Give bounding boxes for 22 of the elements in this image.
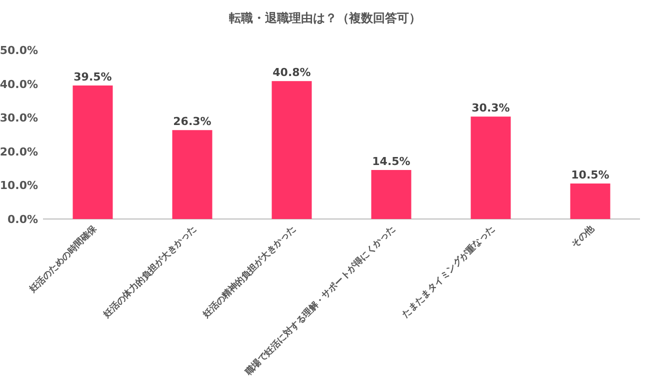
bar: [470, 116, 511, 219]
x-tick-label: たまたまタイミングが重なった: [400, 223, 497, 320]
chart-title: 転職・退職理由は？（複数回答可）: [229, 11, 421, 25]
x-tick-label: 妊活の体力的負担が大きかった: [100, 223, 198, 321]
data-label: 26.3%: [173, 115, 212, 128]
data-label: 39.5%: [74, 70, 112, 84]
bar: [272, 81, 312, 219]
bar: [172, 130, 212, 219]
bar: [371, 170, 412, 219]
bar: [72, 85, 113, 219]
data-label: 14.5%: [372, 154, 410, 168]
y-tick-label: 10.0%: [0, 179, 38, 192]
y-tick-label: 30.0%: [0, 112, 38, 125]
x-tick-label: 妊活の精神的負担が大きかった: [200, 223, 298, 321]
y-tick-label: 40.0%: [0, 78, 38, 91]
data-label: 10.5%: [571, 168, 610, 182]
data-label: 30.3%: [472, 102, 510, 115]
y-tick-label: 50.0%: [0, 44, 38, 57]
y-tick-label: 20.0%: [0, 145, 38, 158]
bar: [570, 184, 610, 219]
data-label: 40.8%: [272, 66, 311, 80]
x-tick-label: その他: [570, 222, 598, 250]
